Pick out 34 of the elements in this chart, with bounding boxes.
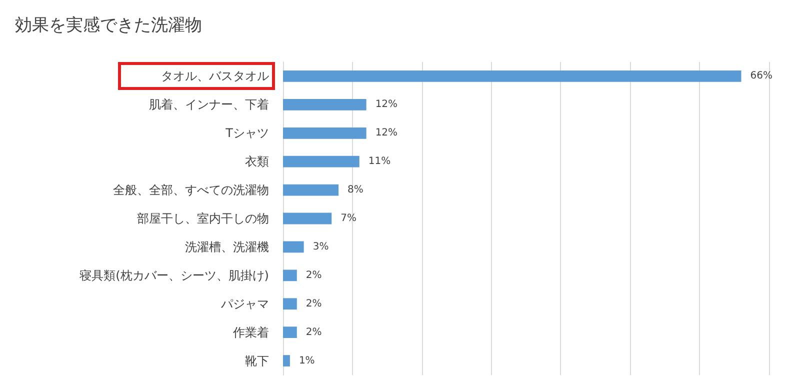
y-tick-label: 寝具類(枕カバー、シーツ、肌掛け)	[80, 268, 269, 282]
text: 効果を実感できた洗濯物	[15, 16, 202, 36]
y-tick-label: パジャマ	[220, 296, 269, 311]
bar	[283, 241, 304, 253]
y-tick-label: 肌着、インナー、下着	[149, 98, 269, 112]
data-label: 1%	[298, 355, 315, 366]
data-label: 2%	[306, 326, 322, 338]
y-tick-label: 作業着	[232, 325, 269, 340]
data-label: 11%	[368, 156, 391, 168]
bar	[283, 326, 297, 338]
data-label: 12%	[375, 99, 398, 110]
bar	[283, 70, 742, 82]
y-tick-label: 全般、全部、すべての洗濯物	[113, 183, 269, 198]
y-tick-label: 洗濯槽、洗濯機	[185, 240, 269, 254]
data-label: 8%	[348, 184, 364, 196]
data-label: 3%	[312, 241, 329, 252]
bar	[283, 270, 297, 282]
data-label: 7%	[340, 213, 356, 224]
data-label: 2%	[306, 270, 322, 281]
data-label: 66%	[750, 70, 772, 82]
data-label: 12%	[375, 128, 398, 139]
bar	[283, 127, 366, 139]
y-tick-label: 靴下	[245, 354, 269, 368]
bar	[283, 298, 297, 310]
y-tick-label: タオル、バスタオル	[161, 69, 269, 84]
y-tick-label: Tシャツ	[224, 126, 269, 140]
bar	[283, 212, 332, 224]
y-tick-label: 部屋干し、室内干しの物	[137, 212, 269, 226]
y-tick-label: 衣類	[245, 154, 269, 169]
bar	[283, 184, 339, 196]
bar	[283, 98, 366, 110]
data-label: 2%	[306, 298, 322, 310]
bar	[283, 355, 290, 366]
bar	[283, 156, 360, 168]
